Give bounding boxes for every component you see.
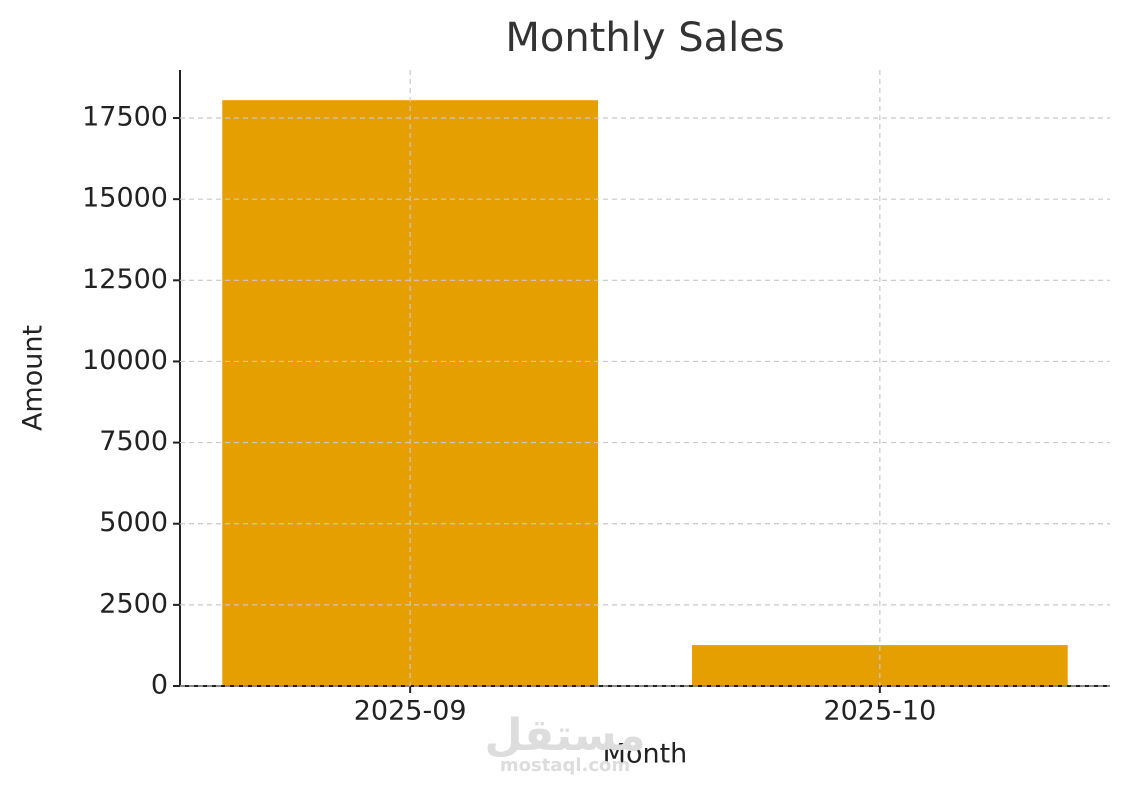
- x-tick-label: 2025-09: [354, 696, 467, 727]
- y-tick-label: 7500: [99, 426, 168, 457]
- y-tick-label: 2500: [99, 588, 168, 619]
- y-axis-label: Amount: [18, 325, 49, 431]
- y-tick-label: 5000: [99, 507, 168, 538]
- y-tick-label: 12500: [82, 264, 168, 295]
- watermark-site: mostaql.com: [500, 755, 630, 776]
- y-tick-label: 17500: [82, 102, 168, 133]
- x-tick-label: 2025-10: [823, 696, 936, 727]
- y-tick-label: 15000: [82, 183, 168, 214]
- y-tick-label: 10000: [82, 345, 168, 376]
- y-tick-label: 0: [151, 670, 168, 701]
- chart-title: Monthly Sales: [505, 15, 784, 61]
- x-axis-label: Month: [603, 739, 688, 770]
- watermark-logo: مستقل: [485, 710, 646, 761]
